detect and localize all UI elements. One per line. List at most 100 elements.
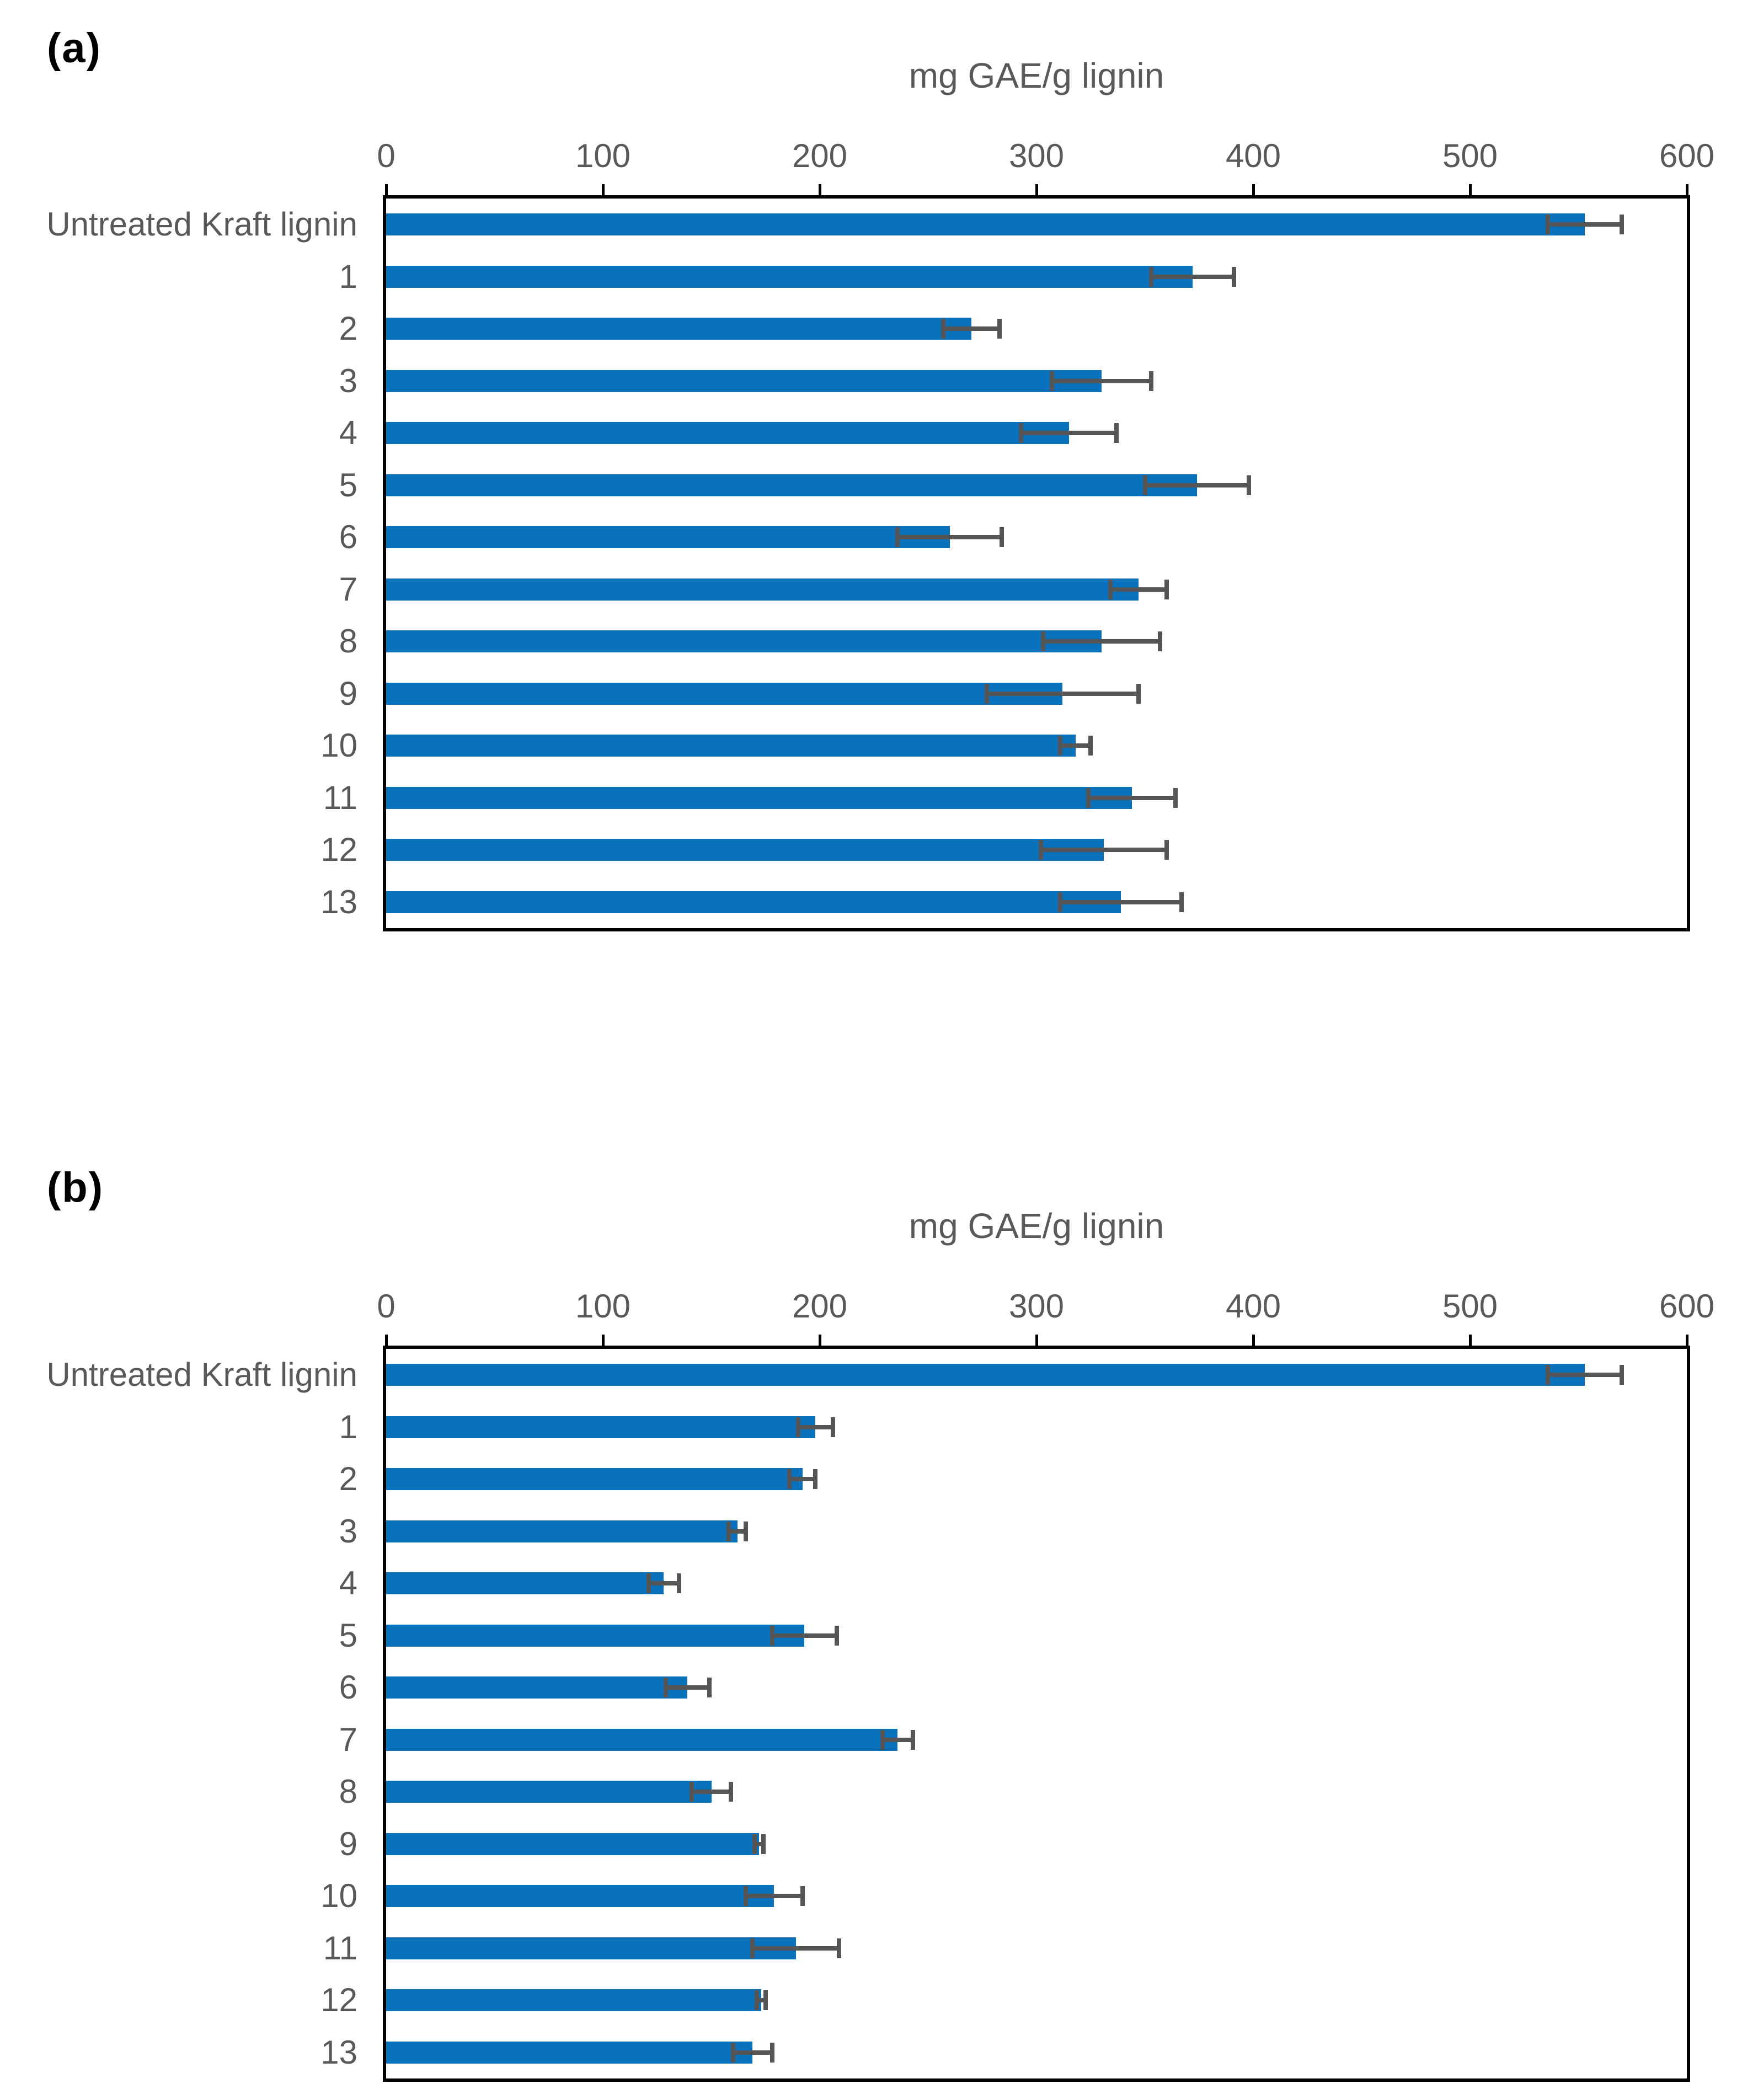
category-label: 9 [339, 674, 357, 712]
x-axis-tick-label: 500 [1442, 137, 1498, 174]
error-bar-cap-plus [835, 1625, 840, 1646]
error-bar-cap-minus [1019, 423, 1024, 443]
category-label: Untreated Kraft lignin [46, 206, 357, 243]
bar [386, 839, 1104, 861]
error-bar-cap-plus [728, 1782, 733, 1802]
error-bar-line [789, 1477, 816, 1482]
category-label: 5 [339, 1616, 357, 1654]
error-bar-line [755, 1841, 763, 1846]
x-axis-tick-label: 400 [1225, 1288, 1281, 1325]
error-bar-line [1060, 899, 1182, 904]
error-bar-line [665, 1685, 709, 1690]
panel-a-axis-title: mg GAE/g lignin [909, 56, 1164, 95]
bar [386, 526, 950, 549]
category-label: 7 [339, 570, 357, 608]
bar [386, 369, 1102, 392]
error-bar-cap-plus [761, 1834, 766, 1854]
error-bar-cap-minus [1546, 1365, 1551, 1385]
error-bar-cap-minus [730, 2042, 735, 2062]
error-bar-line [1060, 743, 1091, 748]
error-bar-cap-plus [997, 319, 1002, 339]
error-bar-cap-plus [1247, 475, 1252, 495]
bar [386, 891, 1121, 913]
category-label: 6 [339, 518, 357, 556]
x-axis-tick-label: 400 [1225, 137, 1281, 174]
x-axis-tick-label: 0 [377, 1288, 396, 1325]
category-label: 12 [320, 831, 357, 869]
error-bar-cap-minus [787, 1469, 792, 1490]
error-bar-line [692, 1790, 731, 1794]
error-bar-cap-minus [752, 1834, 757, 1854]
category-label: 4 [339, 414, 357, 452]
x-axis-tick-label: 100 [575, 1288, 631, 1325]
bar [386, 1676, 688, 1699]
error-bar-cap-minus [984, 683, 989, 704]
error-bar-cap-plus [1620, 215, 1625, 235]
error-bar-cap-plus [1231, 266, 1236, 287]
error-bar-cap-minus [1058, 892, 1063, 912]
error-bar-cap-plus [1173, 788, 1178, 808]
bar [386, 1364, 1585, 1386]
panel-b-letter: (b) [47, 1164, 104, 1211]
bar [386, 1468, 803, 1491]
x-axis-tick-label: 100 [575, 137, 631, 174]
error-bar-line [757, 1998, 766, 2003]
error-bar-cap-minus [1149, 266, 1154, 287]
error-bar-cap-plus [1179, 892, 1184, 912]
error-bar-cap-plus [837, 1938, 842, 1958]
error-bar-cap-plus [1114, 423, 1119, 443]
category-label: 11 [323, 1929, 357, 1967]
category-label: 7 [339, 1721, 357, 1758]
panel-b-plot-area: 0 100 200 300 400 500 600 Untreated Kraft ligni… [46, 1288, 1714, 2082]
error-bar-line [882, 1737, 913, 1742]
x-axis-tick-label: 600 [1659, 1288, 1715, 1325]
category-label: 3 [339, 1512, 357, 1550]
x-axis-tick [1252, 184, 1255, 195]
error-bar-cap-minus [646, 1573, 651, 1594]
error-bar-cap-plus [770, 2042, 774, 2062]
category-label: 6 [339, 1669, 357, 1706]
error-bar-line [1088, 795, 1175, 800]
error-bar-cap-plus [1158, 631, 1162, 652]
x-axis-tick [1035, 184, 1038, 195]
category-label: 13 [320, 2033, 357, 2071]
x-axis-tick [601, 1335, 605, 1346]
error-bar-cap-plus [910, 1729, 915, 1750]
category-label: 12 [320, 1981, 357, 2019]
error-bar-cap-minus [726, 1521, 731, 1541]
bar [386, 630, 1102, 653]
error-bar-line [728, 1529, 746, 1534]
x-axis-tick [1035, 1335, 1038, 1346]
error-bar-cap-minus [663, 1678, 668, 1698]
error-bar-cap-plus [707, 1678, 712, 1698]
bar [386, 213, 1585, 236]
bar [386, 318, 972, 340]
x-axis-tick [1468, 1335, 1472, 1346]
error-bar-line [798, 1424, 833, 1429]
x-axis-tick [818, 184, 821, 195]
error-bar-cap-minus [795, 1417, 800, 1437]
plot-frame [383, 1346, 1690, 2082]
plot-frame [383, 195, 1690, 931]
error-bar-cap-plus [830, 1417, 835, 1437]
category-label: 2 [339, 310, 357, 347]
error-bar-cap-plus [813, 1469, 818, 1490]
category-label: 13 [320, 883, 357, 920]
error-bar-line [897, 535, 1002, 540]
bar [386, 1624, 805, 1647]
x-axis-tick [1685, 184, 1688, 195]
error-bar-cap-plus [1088, 736, 1093, 756]
bar [386, 1520, 738, 1542]
x-axis-tick-label: 300 [1008, 137, 1065, 174]
category-label: 1 [339, 1408, 357, 1445]
bar [386, 265, 1193, 288]
category-label: 10 [320, 727, 357, 764]
panel-a-letter: (a) [47, 25, 101, 72]
error-bar-line [1151, 274, 1234, 279]
error-bar-line [1051, 378, 1152, 383]
error-bar-cap-minus [941, 319, 945, 339]
x-axis-tick [384, 1335, 388, 1346]
error-bar-line [1548, 222, 1622, 227]
error-bar-cap-minus [744, 1886, 749, 1906]
